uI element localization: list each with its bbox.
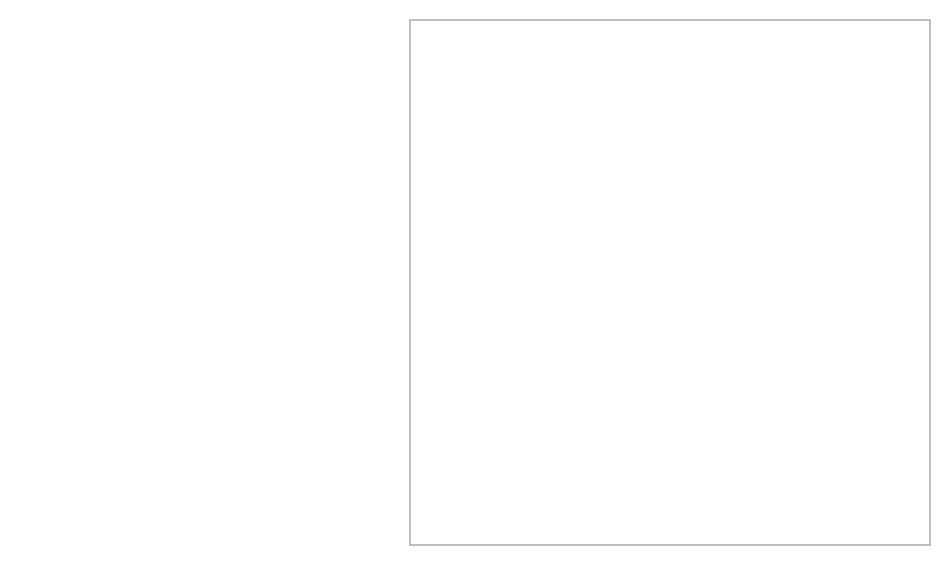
client-workflow-panel — [410, 20, 930, 545]
